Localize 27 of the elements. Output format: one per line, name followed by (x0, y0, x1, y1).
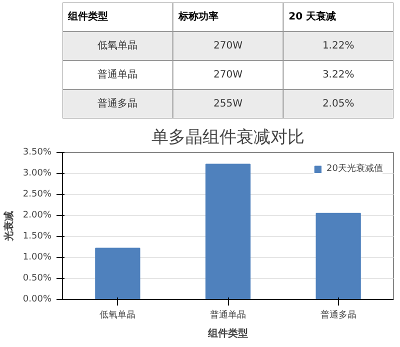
chart-title: 单多晶组件衰减对比 (152, 128, 304, 148)
legend-label: 20天光衰减值 (326, 162, 383, 175)
text: 2.05% (322, 98, 354, 110)
y-tick-label: 0.00% (22, 294, 52, 304)
y-tick-label: 1.50% (22, 232, 52, 242)
x-tick-label: 普通多晶 (320, 310, 356, 320)
y-tick-label: 0.50% (22, 274, 52, 284)
x-tick-label: 低氧单晶 (100, 310, 136, 320)
text: 1.22% (322, 40, 354, 52)
y-tick-label: 2.00% (22, 210, 52, 220)
text: 270W (214, 70, 243, 80)
text: 低氧单晶 (98, 40, 138, 52)
text: 普通单晶 (98, 68, 138, 80)
y-tick-label: 1.00% (22, 252, 52, 262)
text: 20 天衰减 (288, 10, 336, 22)
text: 255W (214, 98, 243, 110)
text: 普通多晶 (98, 98, 138, 110)
text: 3.22% (322, 70, 354, 80)
y-tick-label: 2.50% (22, 190, 52, 200)
x-axis-title: 组件类型 (207, 328, 248, 340)
y-tick-label: 3.00% (22, 168, 52, 178)
text: 组件类型 (67, 10, 108, 22)
y-axis-title: 光衰减 (2, 211, 15, 242)
text: 标称功率 (177, 10, 218, 22)
text: 270W (214, 40, 243, 52)
x-tick-label: 普通单晶 (210, 310, 246, 320)
y-tick-label: 3.50% (22, 148, 52, 158)
